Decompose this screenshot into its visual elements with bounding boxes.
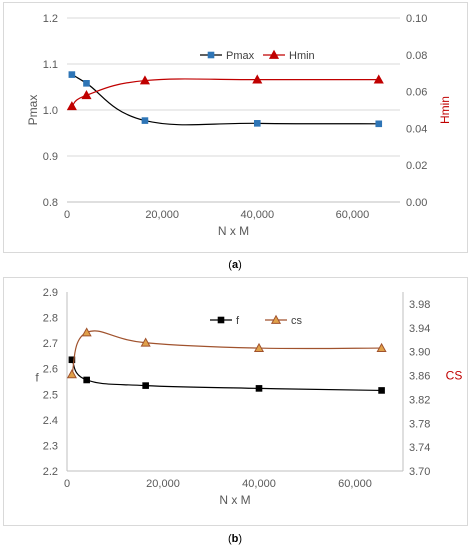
- y-left-tick-label: 2.8: [43, 313, 58, 325]
- y-left-axis-title: f: [35, 371, 39, 385]
- x-tick-label: 0: [64, 209, 70, 221]
- legend-marker-cs: [270, 314, 282, 324]
- y-right-axis-title: Hmin: [438, 96, 452, 124]
- y-right-tick-label: 0.04: [406, 123, 427, 135]
- y-left-tick-label: 2.3: [43, 440, 58, 452]
- legend-marker-hmin: [268, 49, 280, 59]
- y-left-tick-label: 2.7: [43, 338, 58, 350]
- figure-caption: (b): [228, 533, 242, 545]
- data-point-f: [68, 356, 76, 364]
- x-tick-label: 0: [64, 478, 70, 490]
- y-right-tick-label: 3.70: [409, 466, 430, 478]
- legend-marker-f: [217, 316, 225, 324]
- x-axis-title: N x M: [218, 224, 249, 238]
- data-point-pmax: [253, 120, 261, 127]
- data-point-hmin: [81, 90, 92, 100]
- series-line-cs: [71, 330, 382, 375]
- data-point-f: [83, 376, 90, 384]
- x-tick-label: 20,000: [146, 478, 180, 490]
- data-point-cs: [253, 342, 265, 352]
- y-left-tick-label: 2.9: [43, 287, 58, 299]
- y-left-tick-label: 1.1: [43, 59, 58, 71]
- y-right-tick-label: 0.02: [406, 160, 427, 172]
- y-left-tick-label: 2.6: [43, 364, 58, 376]
- chart-b: 2.2 2.3 2.4 2.5 2.6 2.7 2.8 2.9 3.70 3.74 3.78 3.82…: [3, 277, 468, 545]
- legend-label-f: f: [236, 315, 240, 327]
- legend-marker-pmax: [207, 51, 215, 59]
- chart-frame: [3, 277, 468, 526]
- series-line-f: [71, 359, 382, 392]
- y-left-tick-label: 1.0: [43, 105, 58, 117]
- data-point-pmax: [68, 71, 76, 78]
- data-point-hmin: [252, 74, 263, 84]
- data-point-cs: [81, 327, 92, 337]
- x-tick-label: 20,000: [145, 209, 179, 221]
- data-point-pmax: [83, 80, 90, 87]
- series-line-hmin: [71, 78, 379, 107]
- y-right-tick-label: 3.94: [409, 323, 430, 335]
- y-right-axis-title: CS: [446, 369, 463, 383]
- y-left-tick-label: 2.4: [43, 415, 58, 427]
- data-point-f: [378, 387, 385, 394]
- data-point-pmax: [375, 120, 383, 128]
- y-right-tick-label: 0.10: [406, 13, 427, 25]
- data-point-pmax: [141, 117, 149, 124]
- chart-a: 0.8 0.9 1.0 1.1 1.2 0.00 0.02 0.04 0.06 0.08 0.10 0…: [3, 2, 468, 271]
- data-point-cs: [140, 337, 151, 347]
- data-point-hmin: [373, 74, 384, 84]
- y-left-tick-label: 0.8: [43, 197, 58, 209]
- x-tick-label: 40,000: [242, 478, 276, 490]
- y-right-tick-label: 3.86: [409, 371, 430, 383]
- data-point-f: [142, 382, 149, 389]
- y-right-tick-label: 0.00: [406, 197, 427, 209]
- data-point-hmin: [66, 101, 77, 111]
- y-right-tick-label: 0.06: [406, 87, 427, 99]
- x-axis-title: N x M: [219, 493, 250, 507]
- y-right-tick-label: 3.82: [409, 394, 430, 406]
- legend-label-cs: cs: [291, 315, 303, 327]
- legend-label-hmin: Hmin: [289, 50, 315, 62]
- legend-label-pmax: Pmax: [226, 50, 255, 62]
- chart-frame: [3, 2, 468, 253]
- y-left-tick-label: 2.2: [43, 466, 58, 478]
- y-right-tick-label: 0.08: [406, 50, 427, 62]
- x-tick-label: 40,000: [240, 209, 274, 221]
- y-right-tick-label: 3.74: [409, 442, 430, 454]
- data-point-cs: [376, 342, 387, 352]
- x-tick-label: 60,000: [338, 478, 372, 490]
- y-left-tick-label: 1.2: [43, 13, 58, 25]
- data-point-cs: [66, 369, 77, 379]
- figure-caption: (a): [228, 259, 241, 271]
- y-left-axis-title: Pmax: [26, 95, 40, 126]
- series-line-pmax: [71, 74, 379, 126]
- y-right-tick-label: 3.98: [409, 299, 430, 311]
- data-point-f: [255, 385, 263, 392]
- y-right-tick-label: 3.90: [409, 347, 430, 359]
- y-right-tick-label: 3.78: [409, 418, 430, 430]
- data-point-hmin: [139, 75, 150, 85]
- y-left-tick-label: 0.9: [43, 151, 58, 163]
- y-left-tick-label: 2.5: [43, 389, 58, 401]
- x-tick-label: 60,000: [336, 209, 370, 221]
